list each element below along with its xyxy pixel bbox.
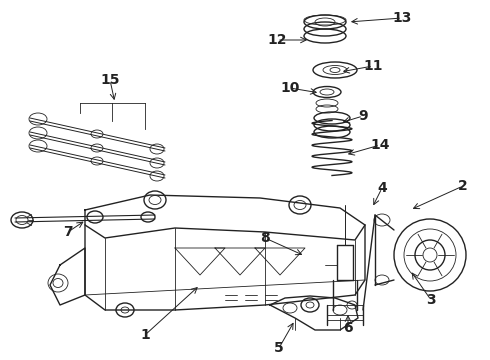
Text: 5: 5 xyxy=(274,341,284,355)
Text: 6: 6 xyxy=(343,321,353,335)
Text: 11: 11 xyxy=(363,59,383,73)
Text: 9: 9 xyxy=(358,109,368,123)
Text: 10: 10 xyxy=(280,81,300,95)
Text: 7: 7 xyxy=(63,225,73,239)
Text: 2: 2 xyxy=(458,179,468,193)
Text: 13: 13 xyxy=(392,11,412,25)
Text: 3: 3 xyxy=(426,293,436,307)
Text: 4: 4 xyxy=(377,181,387,195)
Text: 12: 12 xyxy=(267,33,287,47)
Text: 1: 1 xyxy=(140,328,150,342)
Text: 15: 15 xyxy=(100,73,120,87)
Text: 8: 8 xyxy=(260,231,270,245)
Text: 14: 14 xyxy=(370,138,390,152)
